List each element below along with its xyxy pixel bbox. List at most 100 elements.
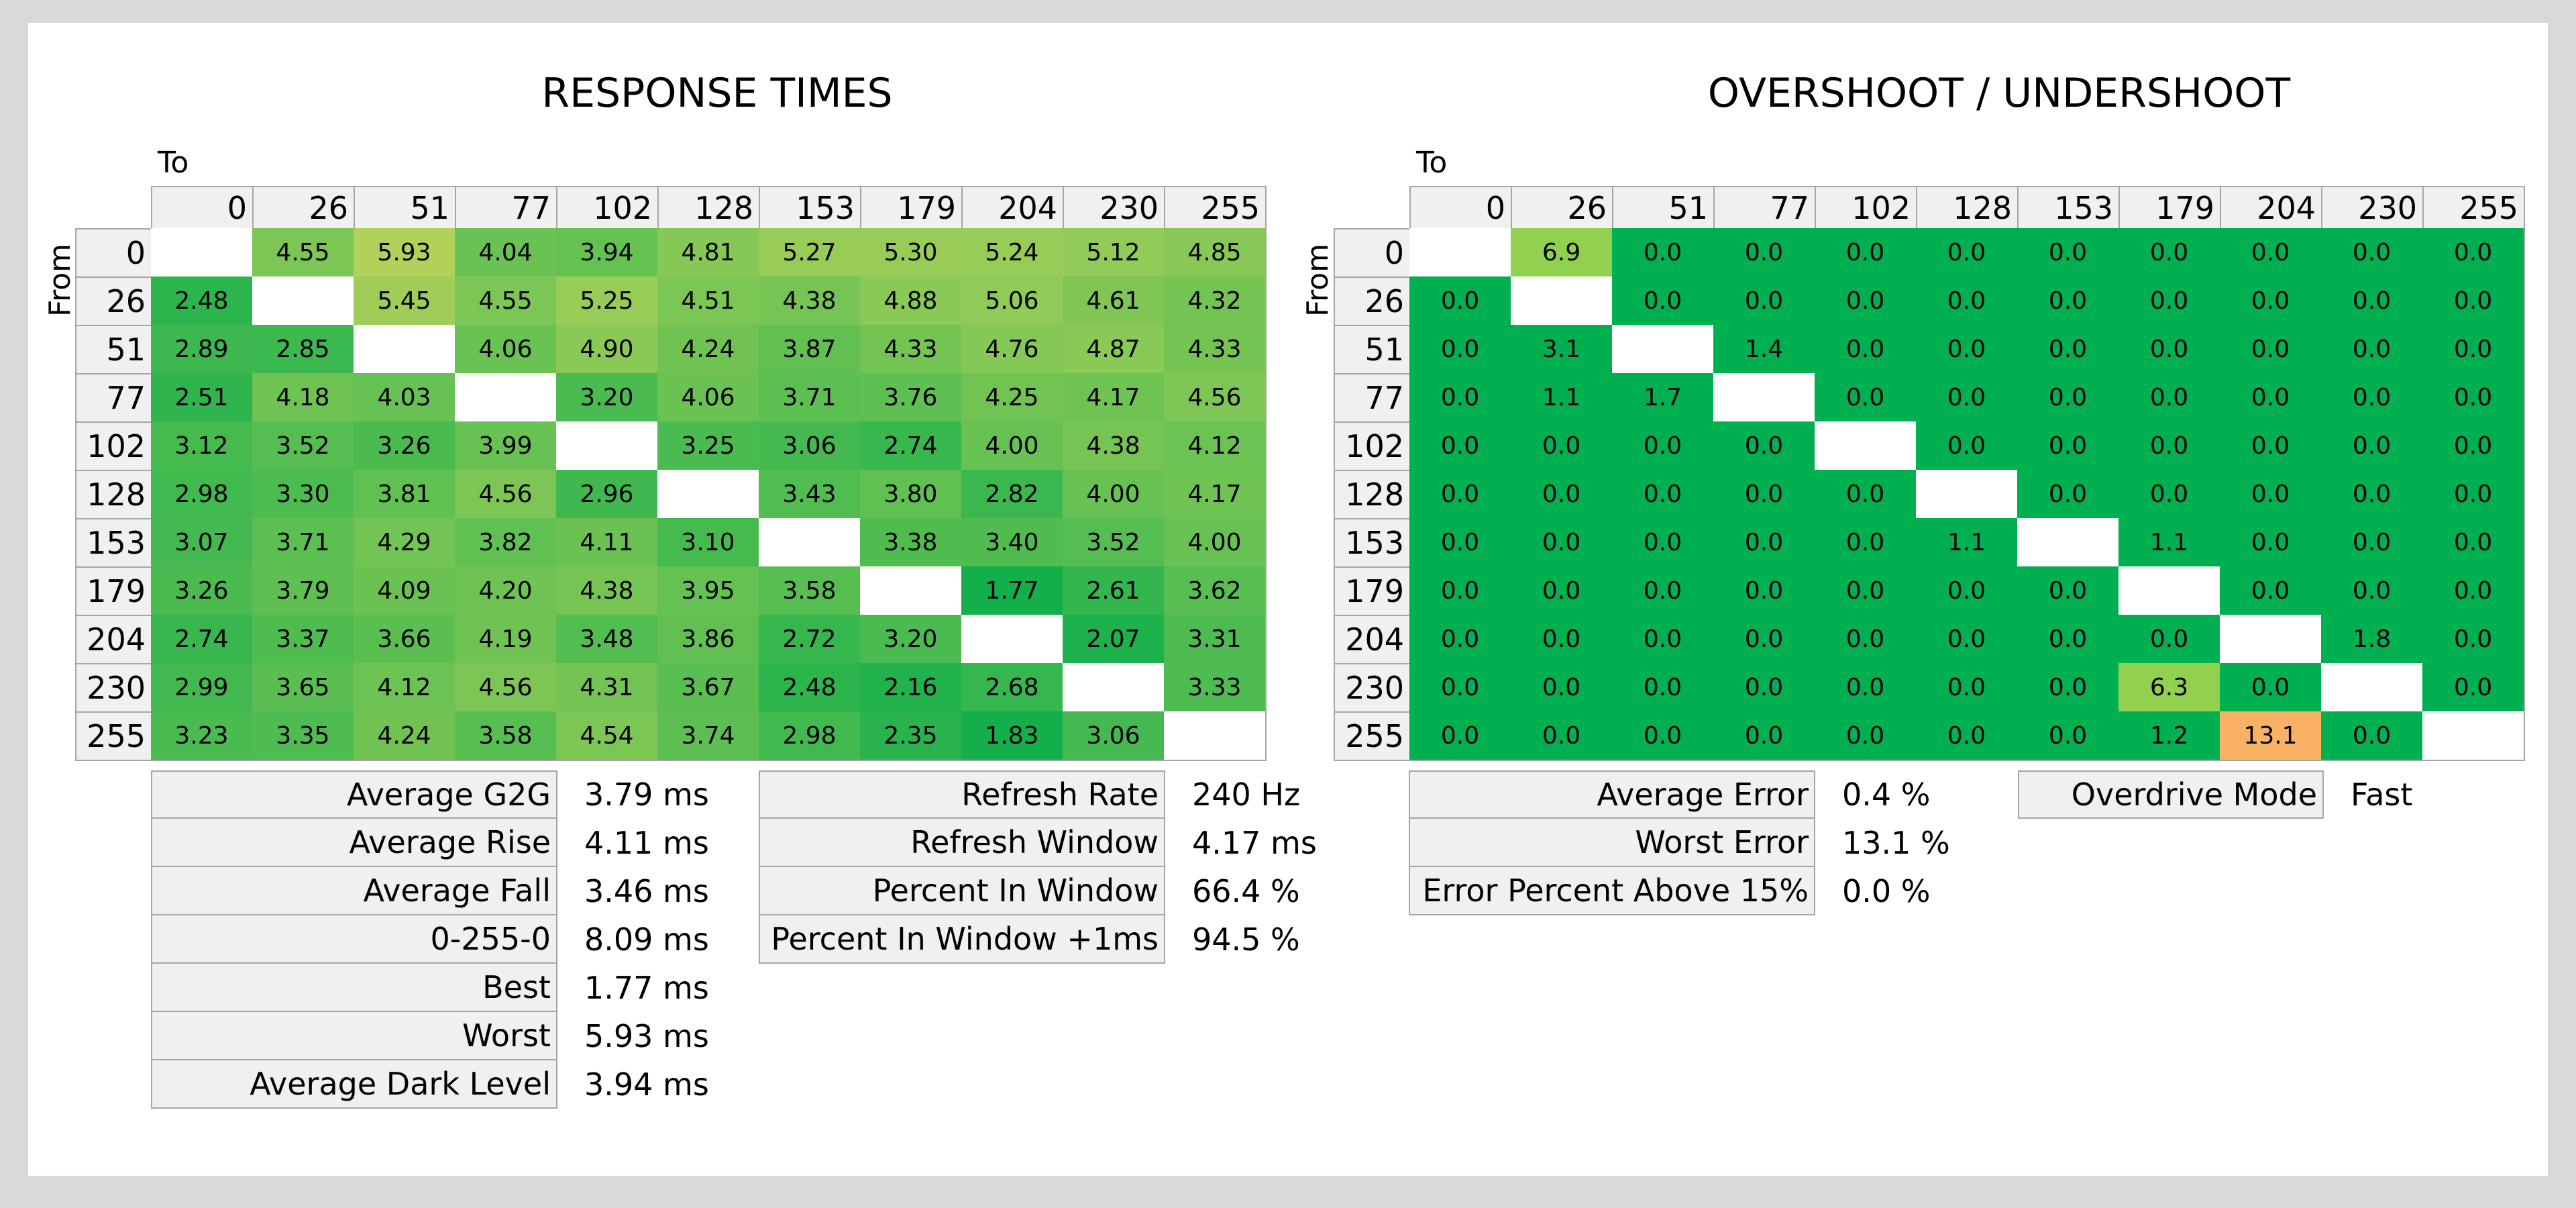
rt-value-cell: 2.35 <box>860 711 961 760</box>
os-row-header: 77 <box>1334 373 1409 421</box>
os-value-cell: 0.0 <box>2118 276 2220 325</box>
rt-value-cell: 3.76 <box>860 373 961 421</box>
rt-diagonal-cell <box>556 421 657 470</box>
os-value-cell: 0.0 <box>2220 470 2321 518</box>
rt-value-cell: 4.04 <box>455 228 556 276</box>
os-value-cell: 0.0 <box>1916 663 2017 711</box>
rt-row-header: 26 <box>75 276 151 325</box>
rt-value-cell: 4.33 <box>860 325 961 373</box>
os-value-cell: 0.0 <box>1815 711 1916 760</box>
rt-col-header: 0 <box>151 186 252 228</box>
os-value-cell: 0.0 <box>1612 566 1713 615</box>
rt-value-cell: 4.03 <box>354 373 455 421</box>
os-diagonal-cell <box>1409 228 1511 276</box>
os-col-header: 153 <box>2017 186 2118 228</box>
rt-row-header: 102 <box>75 421 151 470</box>
os-diagonal-cell <box>2220 615 2321 663</box>
rt-value-cell: 3.26 <box>151 566 252 615</box>
os-value-cell: 0.0 <box>1713 470 1815 518</box>
rt-value-cell: 2.48 <box>151 276 252 325</box>
rt-value-cell: 3.86 <box>657 615 759 663</box>
rt-value-cell: 4.54 <box>556 711 657 760</box>
refresh-stat-value: 4.17 ms <box>1192 825 1317 861</box>
os-diagonal-cell <box>1612 325 1713 373</box>
os-value-cell: 0.0 <box>1916 276 2017 325</box>
refresh-stat-value: 240 Hz <box>1192 776 1301 813</box>
rt-value-cell: 3.99 <box>455 421 556 470</box>
os-value-cell: 0.0 <box>2017 615 2118 663</box>
response-times-title: RESPONSE TIMES <box>541 70 893 117</box>
rt-value-cell: 4.56 <box>455 470 556 518</box>
response-to-label: To <box>158 146 189 180</box>
os-value-cell: 0.0 <box>2422 421 2524 470</box>
os-value-cell: 0.0 <box>1713 276 1815 325</box>
rt-value-cell: 4.61 <box>1063 276 1164 325</box>
rt-value-cell: 4.09 <box>354 566 455 615</box>
os-value-cell: 0.0 <box>2422 566 2524 615</box>
rt-diagonal-cell <box>151 228 252 276</box>
rt-value-cell: 3.79 <box>252 566 354 615</box>
rt-value-cell: 1.77 <box>961 566 1063 615</box>
rt-value-cell: 3.20 <box>556 373 657 421</box>
os-value-cell: 0.0 <box>1511 615 1612 663</box>
rt-value-cell: 3.71 <box>252 518 354 566</box>
rt-value-cell: 4.31 <box>556 663 657 711</box>
rt-value-cell: 3.31 <box>1164 615 1265 663</box>
error-stat-value: 0.0 % <box>1842 873 1931 909</box>
os-value-cell: 0.0 <box>2321 228 2422 276</box>
os-value-cell: 0.0 <box>1815 518 1916 566</box>
rt-stat-value: 1.77 ms <box>584 970 709 1006</box>
rt-value-cell: 3.66 <box>354 615 455 663</box>
rt-value-cell: 3.20 <box>860 615 961 663</box>
os-value-cell: 0.0 <box>2321 325 2422 373</box>
os-value-cell: 0.0 <box>2220 421 2321 470</box>
rt-value-cell: 3.62 <box>1164 566 1265 615</box>
rt-value-cell: 5.06 <box>961 276 1063 325</box>
rt-value-cell: 3.35 <box>252 711 354 760</box>
os-row-header: 0 <box>1334 228 1409 276</box>
rt-stat-value: 8.09 ms <box>584 921 709 958</box>
os-value-cell: 1.8 <box>2321 615 2422 663</box>
os-value-cell: 0.0 <box>1713 711 1815 760</box>
rt-value-cell: 2.72 <box>759 615 860 663</box>
os-value-cell: 0.0 <box>1409 663 1511 711</box>
os-value-cell: 0.0 <box>1815 228 1916 276</box>
os-value-cell: 0.0 <box>1815 325 1916 373</box>
rt-diagonal-cell <box>1164 711 1265 760</box>
rt-row-header: 153 <box>75 518 151 566</box>
rt-value-cell: 3.67 <box>657 663 759 711</box>
os-value-cell: 0.0 <box>1916 373 2017 421</box>
os-diagonal-cell <box>2321 663 2422 711</box>
os-col-header: 128 <box>1916 186 2017 228</box>
rt-value-cell: 2.82 <box>961 470 1063 518</box>
os-col-header: 77 <box>1713 186 1815 228</box>
rt-stat-label: Average Rise <box>151 819 557 867</box>
rt-value-cell: 4.25 <box>961 373 1063 421</box>
os-value-cell: 0.0 <box>1713 615 1815 663</box>
refresh-stat-label: Refresh Rate <box>759 770 1165 819</box>
rt-value-cell: 4.19 <box>455 615 556 663</box>
response-stats-table: Average G2G 3.79 ms Average Rise 4.11 ms Ave… <box>151 770 712 1109</box>
rt-value-cell: 2.48 <box>759 663 860 711</box>
os-value-cell: 0.0 <box>2321 711 2422 760</box>
os-value-cell: 0.0 <box>1713 421 1815 470</box>
rt-diagonal-cell <box>961 615 1063 663</box>
os-value-cell: 0.0 <box>2321 421 2422 470</box>
rt-stat-value: 3.79 ms <box>584 776 709 813</box>
rt-value-cell: 4.33 <box>1164 325 1265 373</box>
rt-value-cell: 3.95 <box>657 566 759 615</box>
os-value-cell: 0.0 <box>1511 566 1612 615</box>
rt-value-cell: 4.38 <box>759 276 860 325</box>
os-value-cell: 0.0 <box>1916 228 2017 276</box>
rt-value-cell: 3.06 <box>1063 711 1164 760</box>
rt-stat-value: 3.94 ms <box>584 1066 709 1103</box>
rt-stat-label: 0-255-0 <box>151 915 557 964</box>
rt-value-cell: 4.20 <box>455 566 556 615</box>
rt-value-cell: 5.24 <box>961 228 1063 276</box>
rt-value-cell: 3.25 <box>657 421 759 470</box>
rt-value-cell: 3.80 <box>860 470 961 518</box>
os-value-cell: 0.0 <box>1409 421 1511 470</box>
os-value-cell: 0.0 <box>2017 325 2118 373</box>
rt-value-cell: 2.07 <box>1063 615 1164 663</box>
os-value-cell: 0.0 <box>1612 276 1713 325</box>
